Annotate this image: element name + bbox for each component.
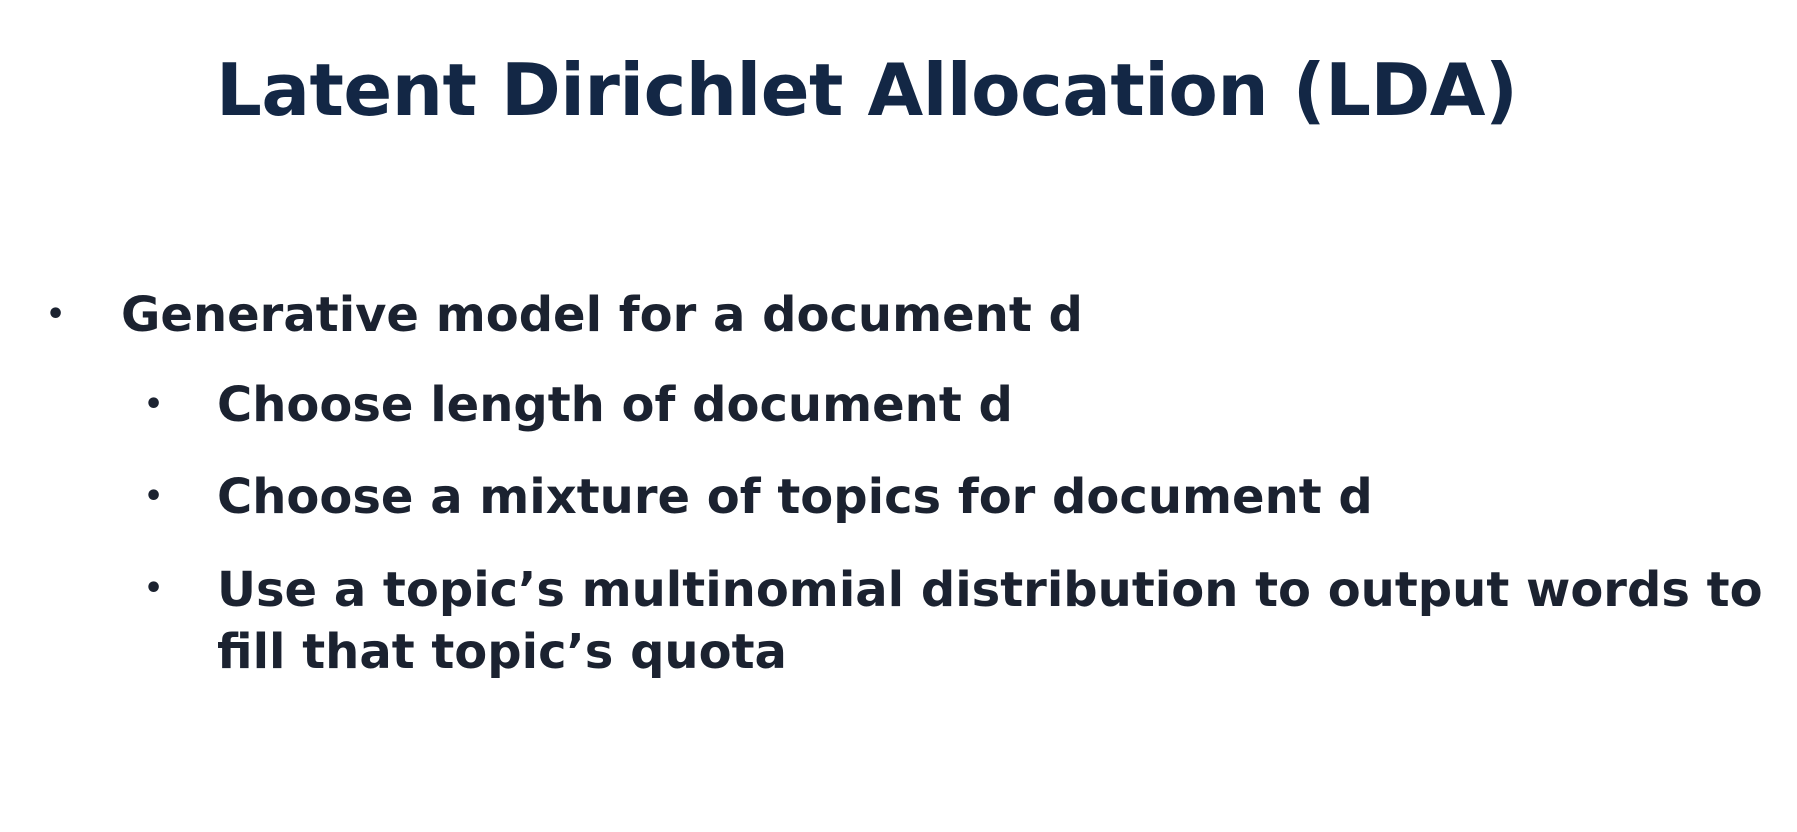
bullet-dot-icon: • (144, 571, 164, 606)
sub-bullet-text: Use a topic’s multinomial distribution t… (217, 562, 1763, 680)
sub-bullet-text: Choose length of document d (217, 377, 1013, 433)
bullet-list: • Generative model for a document d • Ch… (0, 285, 1797, 715)
bullet-dot-icon: • (144, 479, 164, 514)
sub-bullet-item-choose-length: • Choose length of document d (0, 375, 1797, 435)
bullet-item-generative-model: • Generative model for a document d (0, 285, 1797, 345)
sub-bullet-item-choose-mixture: • Choose a mixture of topics for documen… (0, 467, 1797, 527)
bullet-text: Generative model for a document d (121, 287, 1083, 343)
sub-bullet-text: Choose a mixture of topics for document … (217, 469, 1373, 525)
bullet-dot-icon: • (144, 387, 164, 422)
sub-bullet-item-use-distribution: • Use a topic’s multinomial distribution… (0, 559, 1767, 683)
bullet-dot-icon: • (46, 297, 66, 332)
slide-title: Latent Dirichlet Allocation (LDA) (216, 48, 1518, 132)
